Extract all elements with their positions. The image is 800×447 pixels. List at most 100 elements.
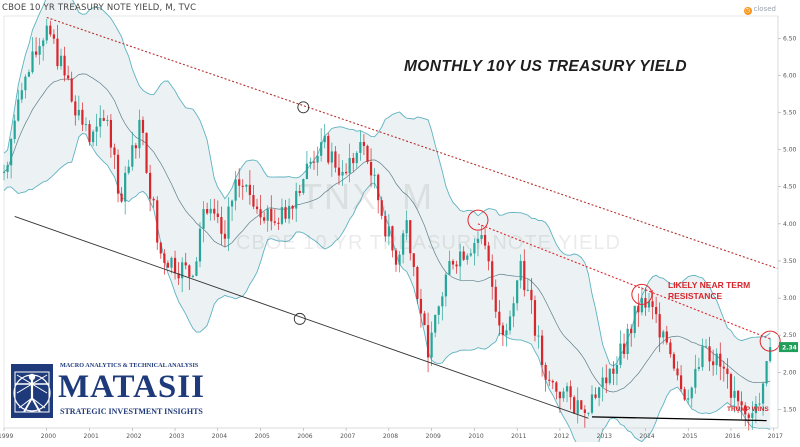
candle-body xyxy=(295,190,298,209)
candle-body xyxy=(337,167,341,176)
candle-body xyxy=(769,347,772,362)
candle-body xyxy=(619,343,622,365)
candle-body xyxy=(341,171,344,176)
resistance-annotation: LIKELY NEAR TERM RESISTANCE xyxy=(668,280,751,301)
time-tick-label: 2011 xyxy=(511,433,526,440)
candle-body xyxy=(551,380,554,383)
symbol-header: CBOE 10 YR TREASURY NOTE YIELD, M, TVC xyxy=(2,3,197,13)
candle-body xyxy=(106,119,109,121)
candle-body xyxy=(287,205,291,219)
candle-body xyxy=(305,163,309,179)
candle-body xyxy=(672,354,676,369)
candle-body xyxy=(555,382,558,392)
price-tick-label: 6.00 xyxy=(783,72,797,79)
trend-line-upper-channel xyxy=(46,16,778,269)
candle-body xyxy=(113,147,116,155)
candle-body xyxy=(198,228,202,262)
name-watermark: CBOE 10 YR TREASURY NOTE YIELD xyxy=(236,232,621,254)
time-tick-label: 2008 xyxy=(383,433,398,440)
candle-body xyxy=(419,298,423,314)
time-tick-label: 2005 xyxy=(255,433,270,440)
candle-body xyxy=(120,193,123,202)
candle-body xyxy=(355,152,358,164)
candle-body xyxy=(744,405,747,415)
candle-body xyxy=(109,119,113,148)
time-tick-label: 2012 xyxy=(554,433,569,440)
time-tick-label: 2010 xyxy=(468,433,483,440)
candle-body xyxy=(202,209,205,229)
candle-body xyxy=(188,265,191,277)
candle-body xyxy=(2,171,6,173)
candle-body xyxy=(216,213,219,218)
candle-body xyxy=(163,253,166,263)
price-tick-label: 3.50 xyxy=(783,258,797,265)
candle-body xyxy=(63,55,66,76)
candle-body xyxy=(715,353,718,366)
candle-body xyxy=(630,328,633,334)
candle-body xyxy=(708,346,711,362)
logo-name: MATASII xyxy=(58,369,205,405)
candle-body xyxy=(480,234,483,239)
candle-body xyxy=(248,184,251,195)
candle-body xyxy=(487,245,490,262)
candle-body xyxy=(633,305,636,334)
time-tick-label: 2016 xyxy=(725,433,740,440)
candle-body xyxy=(138,119,141,149)
candle-body xyxy=(49,25,52,35)
candle-body xyxy=(426,325,430,358)
candle-body xyxy=(751,413,754,418)
candle-body xyxy=(84,124,88,126)
candle-body xyxy=(166,262,170,268)
candle-body xyxy=(587,412,590,414)
candle-body xyxy=(298,190,301,194)
candle-body xyxy=(309,161,312,164)
candle-body xyxy=(416,266,419,299)
candle-body xyxy=(220,217,223,234)
candle-body xyxy=(116,154,120,194)
time-tick-label: 2001 xyxy=(84,433,99,440)
candle-body xyxy=(20,90,23,100)
time-tick-label: 2013 xyxy=(597,433,612,440)
candle-body xyxy=(740,401,743,406)
candle-body xyxy=(512,303,515,317)
candle-body xyxy=(206,209,209,214)
chart-title: MONTHLY 10Y US TREASURY YIELD xyxy=(404,58,687,75)
highlight-circle xyxy=(297,101,310,114)
candle-body xyxy=(366,145,369,163)
candle-body xyxy=(722,366,725,369)
candle-body xyxy=(302,178,305,194)
candle-body xyxy=(280,207,284,224)
candle-body xyxy=(263,217,266,221)
candle-body xyxy=(74,101,77,116)
last-price-tag xyxy=(779,342,798,353)
price-tick-label: 5.00 xyxy=(783,147,797,154)
candle-body xyxy=(455,264,458,267)
candle-body xyxy=(516,280,519,304)
candle-body xyxy=(141,119,145,133)
candle-body xyxy=(266,208,269,221)
trend-line-lower-channel xyxy=(14,216,589,419)
candle-body xyxy=(594,394,597,398)
candle-body xyxy=(67,75,70,79)
candle-body xyxy=(270,208,273,222)
candle-body xyxy=(131,145,134,167)
candle-body xyxy=(583,409,586,413)
candle-body xyxy=(394,250,398,265)
candle-body xyxy=(434,314,437,333)
candle-body xyxy=(312,161,316,163)
candle-body xyxy=(34,51,38,55)
candle-body xyxy=(562,391,565,399)
candle-body xyxy=(726,368,729,375)
price-tick-label: 6.50 xyxy=(783,35,797,42)
candle-body xyxy=(334,151,337,168)
candle-body xyxy=(273,221,276,223)
bollinger-fill xyxy=(4,0,771,447)
candle-body xyxy=(127,166,130,173)
ticker-watermark: TNX, M xyxy=(300,176,434,217)
candle-body xyxy=(658,314,661,338)
candle-body xyxy=(498,311,501,326)
candle-body xyxy=(124,172,127,202)
vitruvian-man-icon xyxy=(11,364,53,418)
